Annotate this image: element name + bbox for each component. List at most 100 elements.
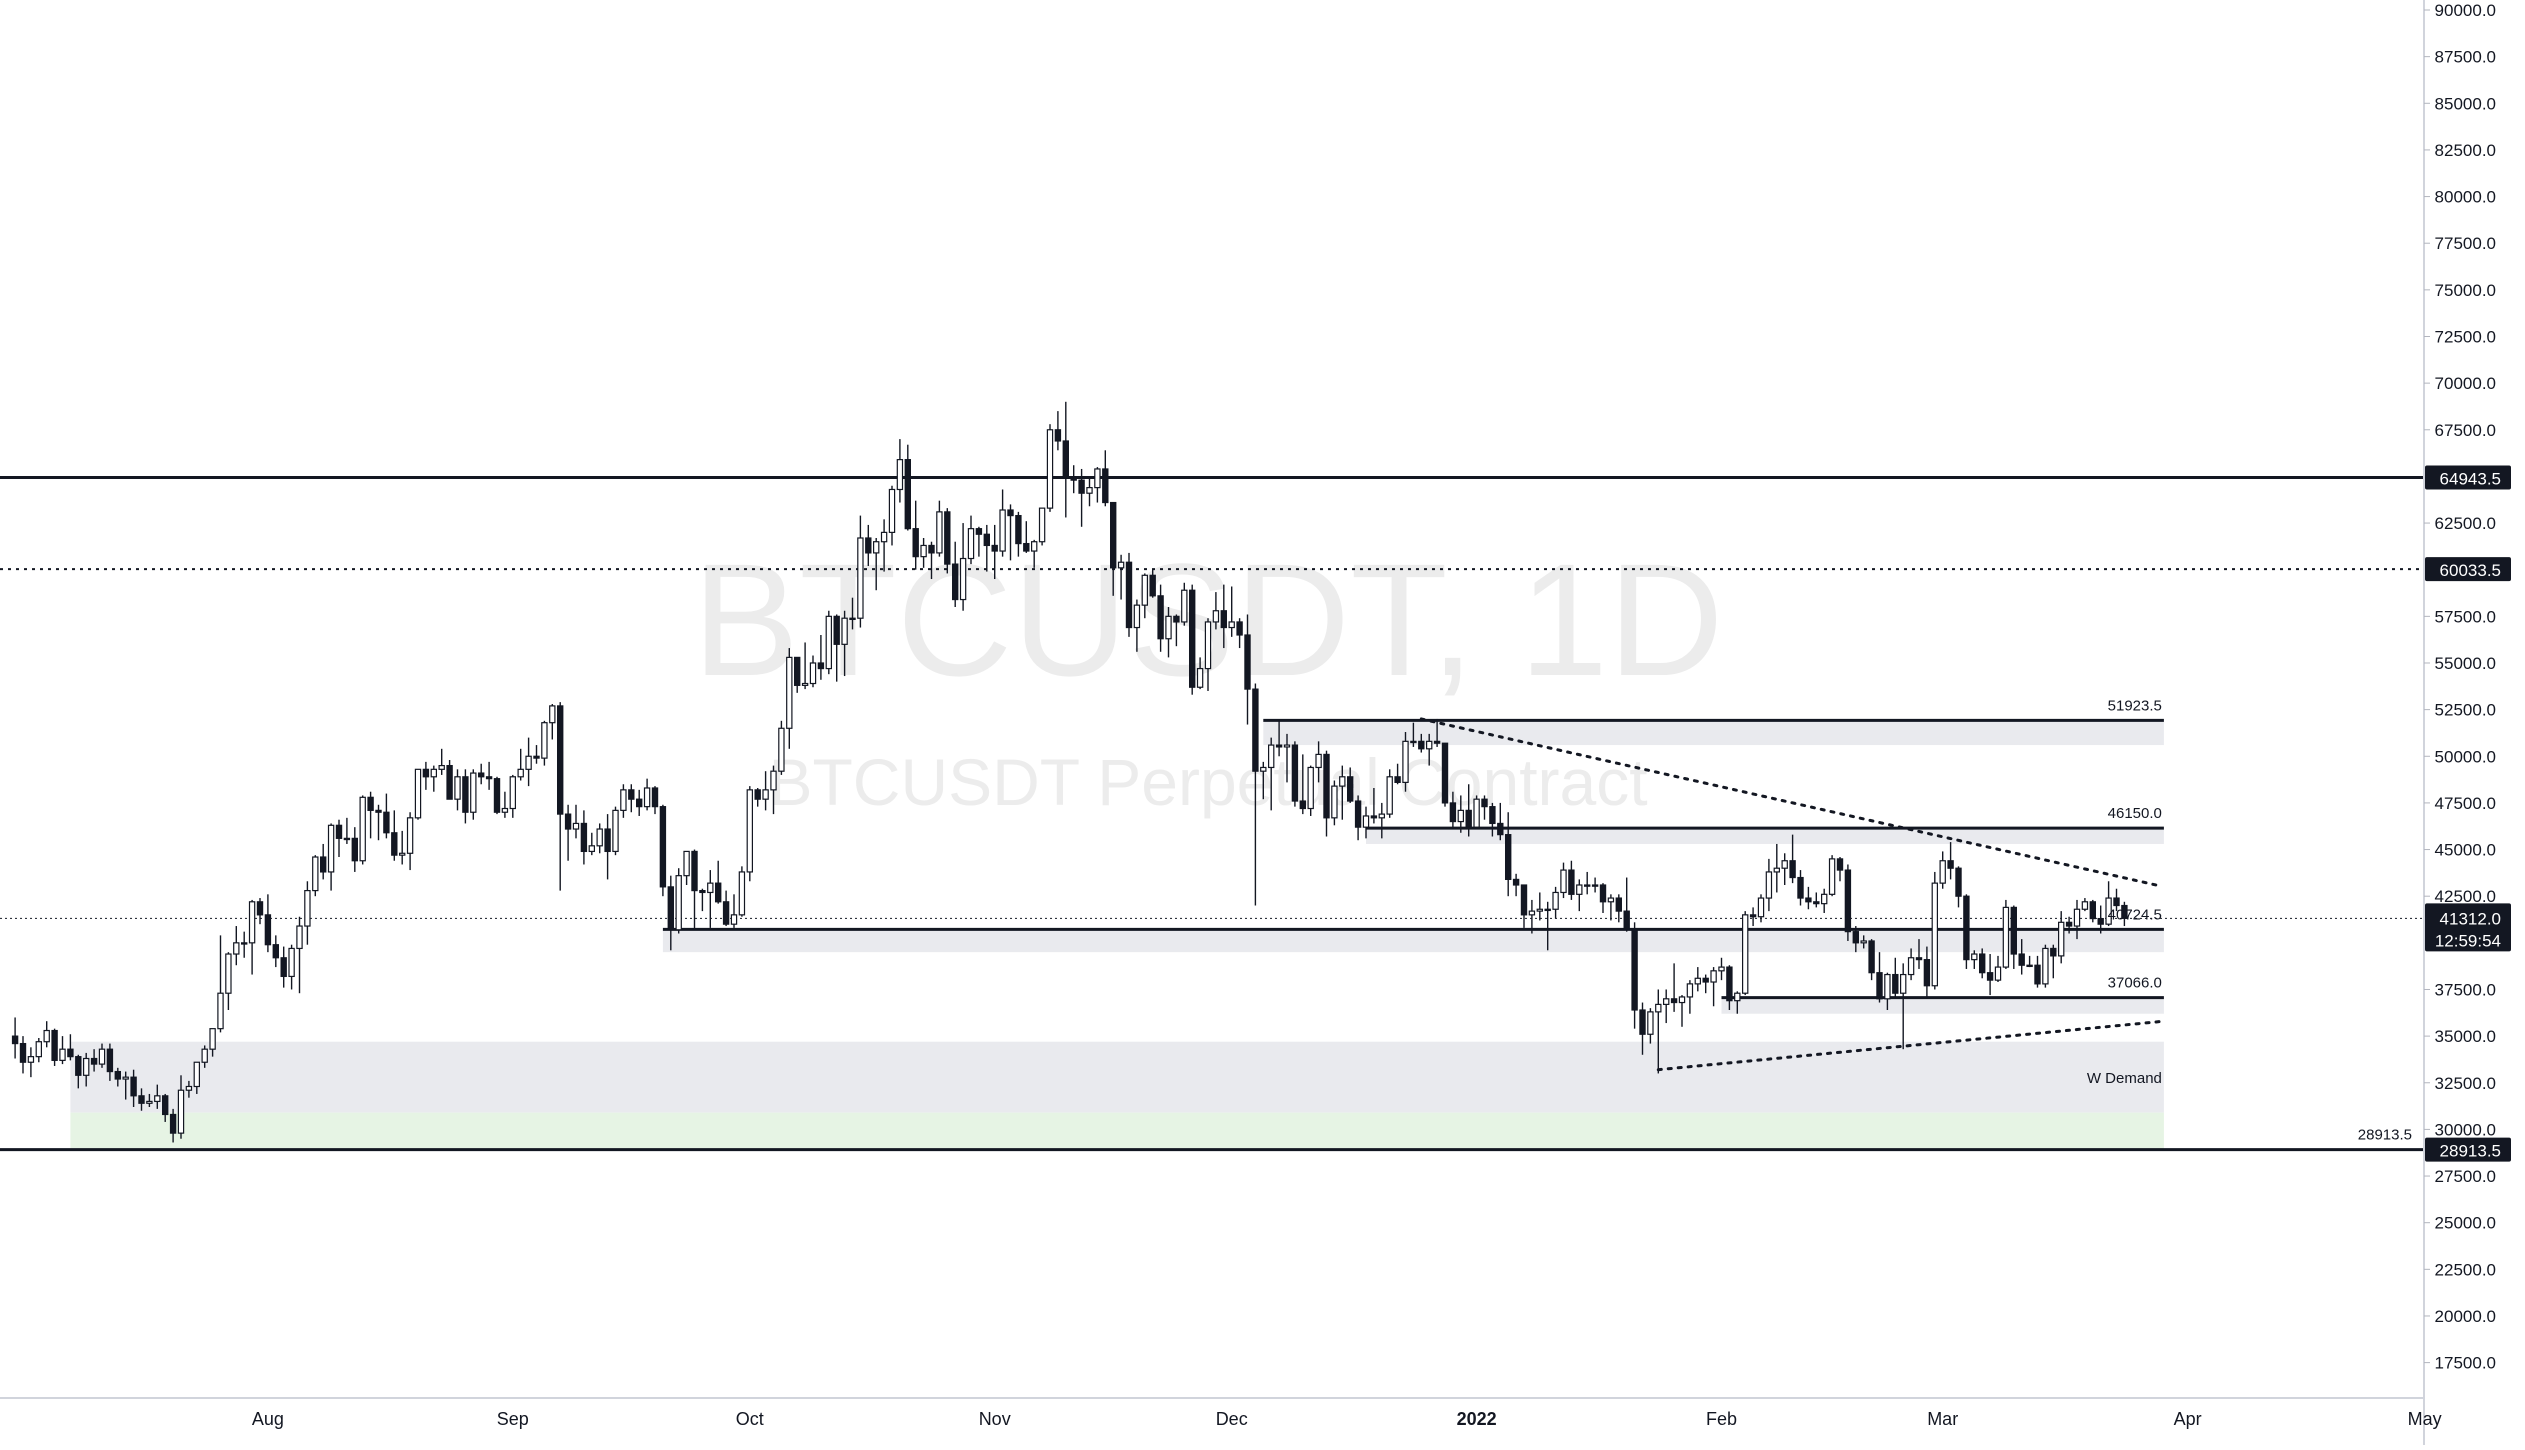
candle xyxy=(1813,892,1820,908)
candle-body-up xyxy=(541,722,548,759)
candle-body-down xyxy=(1354,800,1362,828)
candle xyxy=(983,524,991,572)
candle xyxy=(1741,911,1749,996)
candle-body-up xyxy=(588,845,596,853)
candle-body-down xyxy=(604,828,611,853)
candle-body-up xyxy=(1196,667,1204,688)
candle-body-down xyxy=(280,957,287,978)
candle xyxy=(1212,592,1220,630)
candle-body-up xyxy=(809,662,817,685)
candle xyxy=(1394,763,1401,785)
candle xyxy=(35,1037,43,1063)
candle-body-up xyxy=(643,787,651,808)
candle xyxy=(264,894,272,953)
candle-body-down xyxy=(2097,917,2104,925)
price-tick-label: 37500.0 xyxy=(2435,980,2496,999)
candle-body-up xyxy=(288,947,295,978)
candle-body-up xyxy=(872,541,880,554)
candle-body-down xyxy=(1220,610,1227,629)
candle-body-down xyxy=(1670,998,1678,1004)
candle-body-down xyxy=(659,806,667,888)
candle-body-up xyxy=(1773,867,1780,873)
price-tick-label: 42500.0 xyxy=(2435,887,2496,906)
candle xyxy=(225,952,232,1010)
candle-body-down xyxy=(1433,740,1441,744)
candle xyxy=(1291,741,1299,807)
candle-body-up xyxy=(233,942,240,955)
candle xyxy=(1070,465,1077,494)
candle-body-down xyxy=(19,1042,27,1063)
level-labels-layer: 51923.5 46150.0 40724.5 37066.0 W Demand 2891… xyxy=(2087,697,2412,1143)
candle-body-down xyxy=(1749,914,1757,918)
candle-body-down xyxy=(446,764,453,800)
candle-body-down xyxy=(928,544,935,554)
candle-body-down xyxy=(1007,509,1014,517)
candle-body-up xyxy=(43,1029,50,1043)
candle xyxy=(707,870,714,928)
candle xyxy=(1157,584,1164,652)
candle-body-up xyxy=(1267,744,1275,769)
candle xyxy=(272,935,280,968)
candle xyxy=(509,774,517,818)
candle-body-down xyxy=(1805,897,1812,903)
candle-body-up xyxy=(1283,744,1291,748)
candle xyxy=(1599,883,1607,913)
time-tick-label: Apr xyxy=(2174,1409,2202,1429)
price-tick-label: 30000.0 xyxy=(2435,1120,2496,1139)
candle-body-down xyxy=(1868,940,1875,974)
candle-body-down xyxy=(1892,973,1899,994)
time-axis[interactable]: Aug Sep Oct Nov Dec 2022 Feb Mar Apr May xyxy=(252,1409,2442,1429)
candle xyxy=(1734,991,1741,1014)
candle xyxy=(786,648,793,749)
candle xyxy=(1007,504,1014,561)
candle xyxy=(1094,467,1101,503)
price-axis[interactable]: 90000.0 87500.0 85000.0 82500.0 80000.0 77500… xyxy=(2424,1,2496,1373)
candle xyxy=(1978,948,1986,979)
candle-body-up xyxy=(430,768,438,778)
candle xyxy=(154,1084,161,1109)
candle-body-up xyxy=(1971,953,1978,961)
candle xyxy=(1749,907,1757,927)
candle xyxy=(1078,468,1085,527)
candle xyxy=(1655,989,1662,1074)
candle-body-down xyxy=(951,563,959,601)
candle-body-down xyxy=(478,772,485,778)
candle xyxy=(2081,898,2089,912)
price-tick-label: 80000.0 xyxy=(2435,188,2496,207)
candle-body-down xyxy=(130,1076,137,1097)
candle-body-up xyxy=(1662,998,1670,1006)
candle xyxy=(169,1108,177,1143)
candle xyxy=(1315,741,1322,783)
candle xyxy=(904,444,912,531)
candle xyxy=(1512,873,1520,897)
candle xyxy=(1386,769,1393,818)
candle xyxy=(209,1028,216,1057)
candle xyxy=(1797,870,1804,906)
price-tick-label: 22500.0 xyxy=(2435,1260,2496,1279)
candle xyxy=(1133,599,1141,652)
candle xyxy=(604,814,611,880)
candle xyxy=(1449,791,1457,830)
candle xyxy=(1702,974,1709,994)
zones-layer xyxy=(70,718,2164,1150)
candle xyxy=(659,804,667,897)
candle xyxy=(351,827,359,872)
candle xyxy=(82,1052,90,1087)
candle xyxy=(1260,761,1267,800)
candle-body-up xyxy=(1165,615,1172,640)
candle-body-up xyxy=(1378,813,1385,819)
candle xyxy=(967,515,975,565)
candle-body-down xyxy=(1797,876,1804,899)
candle-body-down xyxy=(2018,953,2025,966)
price-badge-label-2: 28913.5 xyxy=(2440,1142,2501,1161)
candle-body-down xyxy=(1252,688,1259,772)
candle xyxy=(888,485,896,546)
candle xyxy=(1520,884,1528,928)
candle-body-up xyxy=(146,1100,153,1104)
candle-body-down xyxy=(1015,514,1022,545)
candle xyxy=(422,761,430,790)
candle xyxy=(683,850,690,885)
candle-body-down xyxy=(1323,753,1330,819)
candle xyxy=(2073,899,2081,940)
